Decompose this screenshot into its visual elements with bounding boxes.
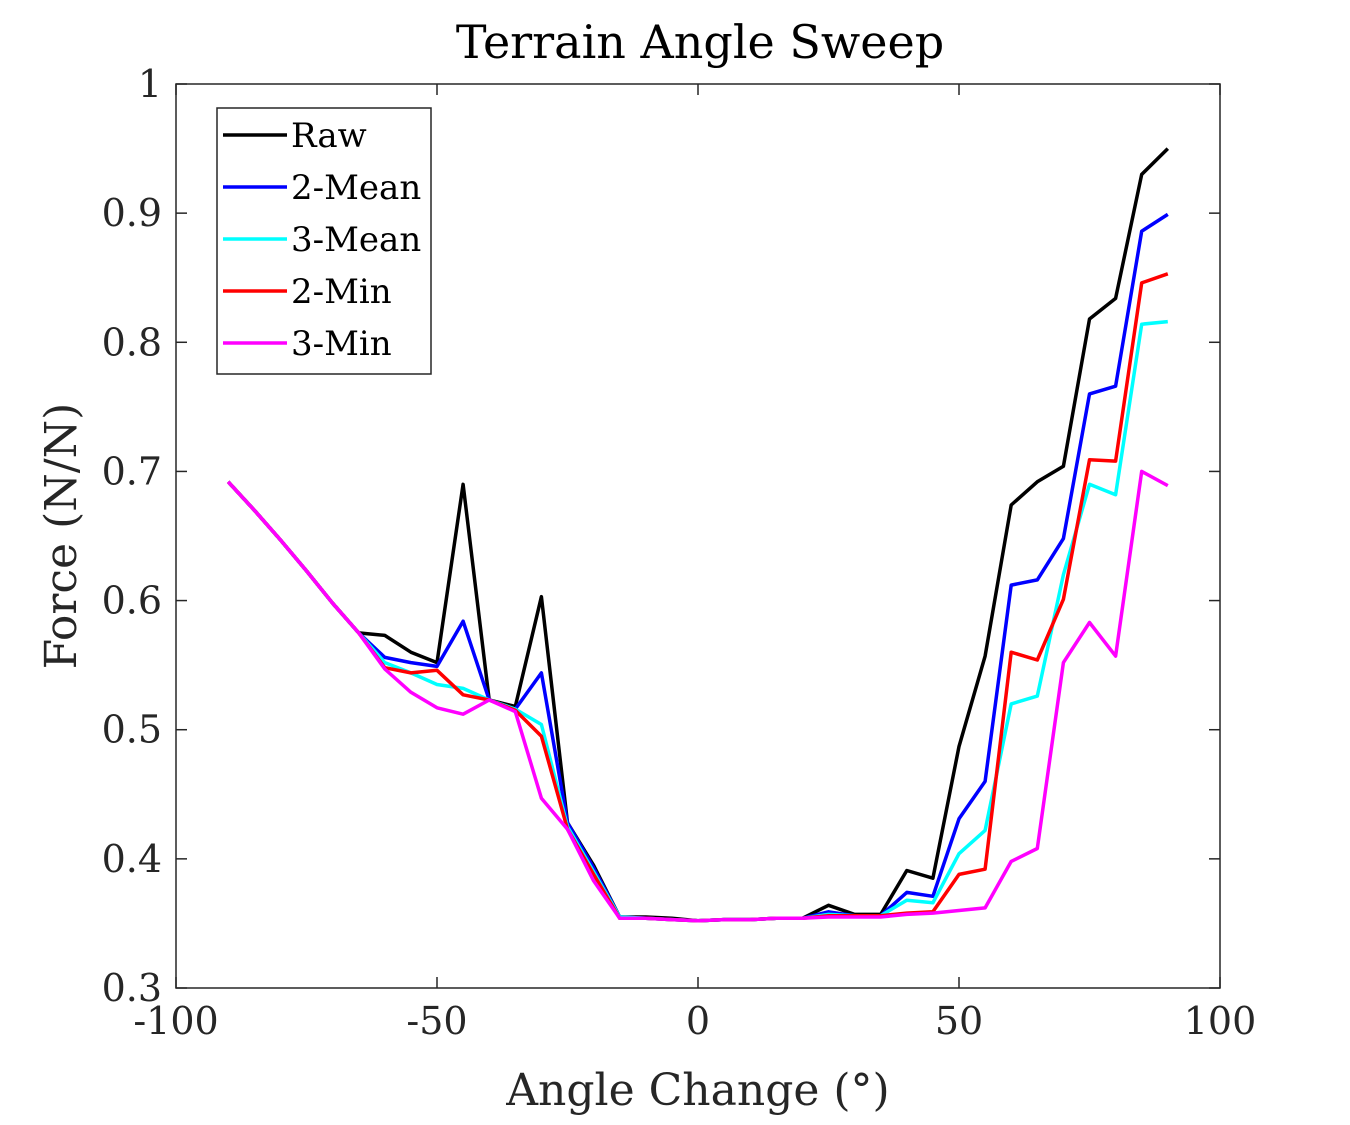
y-tick-label: 0.8 <box>102 320 162 364</box>
legend-box <box>216 107 432 375</box>
y-tick-label: 1 <box>138 62 162 106</box>
series-line-3-min <box>226 469 1169 923</box>
y-tick-label: 0.5 <box>102 708 162 752</box>
legend-label: 3-Mean <box>291 220 421 260</box>
y-axis-label: Force (N/N) <box>36 403 87 669</box>
legend-label: 3-Min <box>291 324 392 364</box>
legend-label: 2-Min <box>291 272 392 312</box>
ticks: -100 -50 0 50 100 0.3 0.4 0.5 0.6 0.7 0.8 0.9 1 <box>102 62 1257 1043</box>
legend: Raw 2-Mean 3-Mean 2-Min 3-Min <box>216 107 432 375</box>
y-tick-label: 0.6 <box>102 579 162 623</box>
y-tick-label: 0.7 <box>102 449 162 493</box>
y-tick-label: 0.4 <box>102 837 162 881</box>
series-lines <box>226 147 1170 923</box>
x-tick-label: -100 <box>133 999 218 1043</box>
legend-label: 2-Mean <box>291 168 421 208</box>
legend-label: Raw <box>291 116 367 156</box>
x-tick-label: -50 <box>406 999 467 1043</box>
y-tick-label: 0.9 <box>102 191 162 235</box>
x-tick-label: 50 <box>935 999 983 1043</box>
x-tick-label: 0 <box>686 999 710 1043</box>
chart-title: Terrain Angle Sweep <box>456 15 944 69</box>
y-tick-label: 0.3 <box>102 966 162 1010</box>
x-tick-label: 100 <box>1184 999 1257 1043</box>
x-axis-label: Angle Change (°) <box>505 1065 889 1116</box>
